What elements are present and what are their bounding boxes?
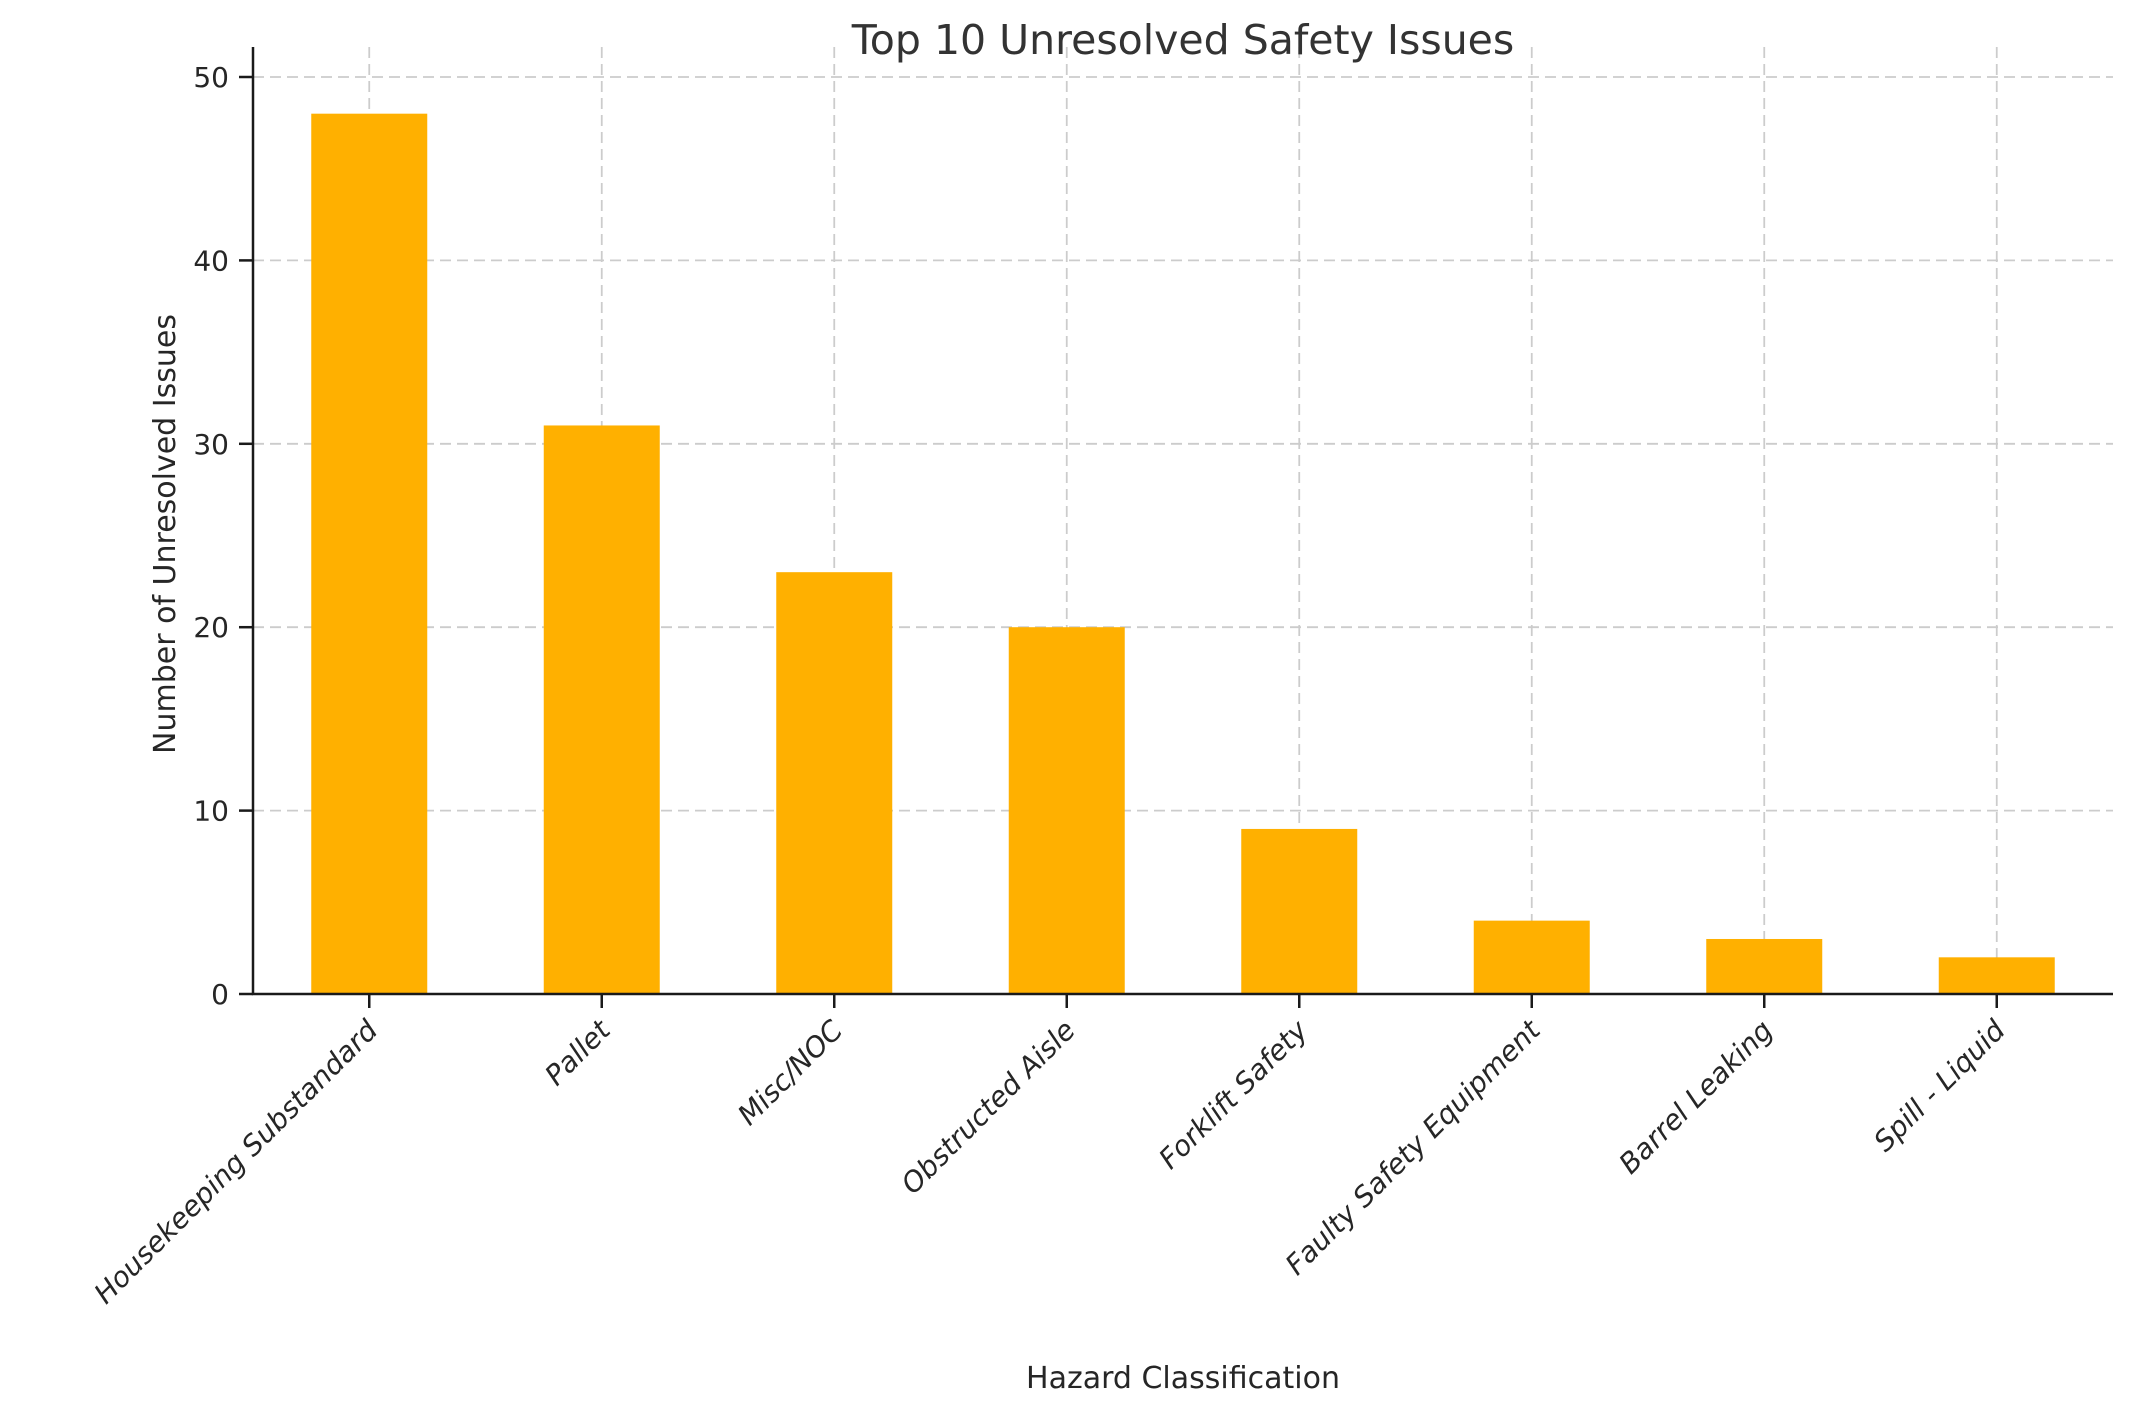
y-tick-label: 50 — [193, 61, 229, 94]
bar — [1706, 938, 1823, 994]
y-tick-label: 0 — [211, 978, 229, 1011]
bars-layer — [311, 113, 2055, 995]
gridlines-layer — [253, 47, 2113, 994]
x-tick-label: Spill - Liquid — [1867, 1013, 2012, 1158]
y-tick-label: 40 — [193, 244, 229, 277]
x-tick-label: Pallet — [538, 1013, 617, 1092]
bar — [311, 113, 428, 995]
y-axis-label: Number of Unresolved Issues — [148, 314, 183, 754]
bar — [1938, 957, 2055, 994]
y-tick-label: 20 — [193, 611, 229, 644]
bar — [1008, 627, 1125, 994]
y-tick-label: 10 — [193, 795, 229, 828]
bar — [776, 572, 893, 994]
x-axis-label: Hazard Classification — [1026, 1361, 1340, 1396]
chart-title: Top 10 Unresolved Safety Issues — [851, 16, 1515, 64]
bar — [543, 425, 660, 995]
x-tick-label: Faulty Safety Equipment — [1279, 1013, 1547, 1281]
bar — [1241, 828, 1358, 994]
y-tick-label: 30 — [193, 428, 229, 461]
bar — [1473, 920, 1590, 994]
x-tick-label: Misc/NOC — [731, 1013, 849, 1131]
x-tick-label: Housekeeping Substandard — [88, 1013, 385, 1310]
x-tick-label: Barrel Leaking — [1612, 1014, 1779, 1181]
x-tick-label: Obstructed Aisle — [895, 1014, 1082, 1201]
x-tick-label: Forklift Safety — [1152, 1013, 1314, 1175]
